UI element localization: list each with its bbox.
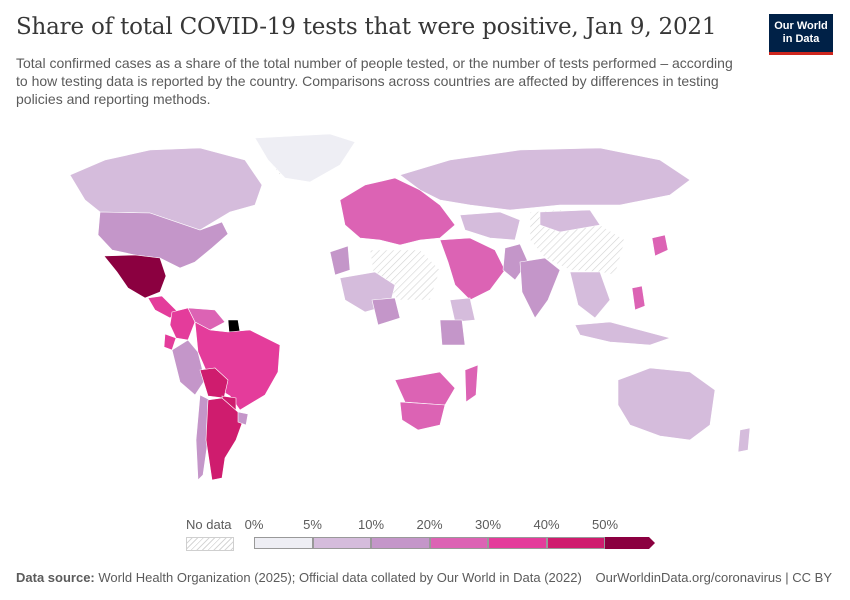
- legend-color-bin[interactable]: [488, 537, 547, 549]
- legend-color-bin[interactable]: [429, 537, 488, 549]
- data-source: Data source: World Health Organization (…: [16, 570, 582, 585]
- map-region-nigeria[interactable]: [371, 297, 401, 326]
- map-region-russia[interactable]: [399, 147, 691, 211]
- map-region-philippines[interactable]: [631, 285, 646, 311]
- legend-no-data-swatch: [186, 537, 234, 551]
- map-region-brazil[interactable]: [194, 321, 281, 411]
- legend-tick-label: 20%: [416, 517, 443, 532]
- logo-line-1: Our World: [774, 20, 828, 32]
- world-map[interactable]: [0, 120, 850, 500]
- legend-color-bin[interactable]: [312, 537, 371, 549]
- map-region-new-zealand[interactable]: [737, 427, 751, 453]
- legend-tick-label: 30%: [474, 517, 502, 532]
- map-region-suriname[interactable]: [227, 319, 241, 333]
- owid-logo[interactable]: Our World in Data: [769, 14, 833, 55]
- map-region-south-africa[interactable]: [399, 401, 446, 431]
- map-region-argentina[interactable]: [205, 397, 245, 481]
- map-region-southeast-asia[interactable]: [569, 271, 611, 319]
- legend-color-bin[interactable]: [546, 537, 605, 549]
- legend-color-bin[interactable]: [254, 537, 313, 549]
- map-region-australia[interactable]: [617, 367, 716, 441]
- legend-color-bin[interactable]: [371, 537, 430, 549]
- map-region-kenya[interactable]: [439, 319, 466, 346]
- legend-tick-label: 10%: [357, 517, 385, 532]
- map-region-middle-east[interactable]: [439, 237, 506, 301]
- legend-no-data-label: No data: [186, 517, 232, 532]
- map-region-canada[interactable]: [69, 147, 263, 231]
- data-source-text: World Health Organization (2025); Offici…: [98, 570, 582, 585]
- map-region-madagascar[interactable]: [464, 364, 479, 403]
- legend-tick-label: 50%: [591, 517, 619, 532]
- legend-tick-label: 40%: [533, 517, 560, 532]
- map-region-greenland[interactable]: [254, 133, 356, 183]
- map-region-uruguay[interactable]: [237, 411, 249, 426]
- chart-title: Share of total COVID-19 tests that were …: [16, 14, 717, 40]
- logo-line-2: in Data: [782, 33, 820, 45]
- data-source-label: Data source:: [16, 570, 95, 585]
- map-region-ecuador[interactable]: [163, 333, 177, 351]
- legend-tick-label: 5%: [303, 517, 322, 532]
- footer-link[interactable]: OurWorldinData.org/coronavirus | CC BY: [595, 570, 832, 585]
- map-region-india[interactable]: [519, 257, 561, 319]
- map-region-mexico[interactable]: [103, 254, 167, 299]
- map-region-morocco[interactable]: [329, 245, 351, 276]
- chart-subtitle: Total confirmed cases as a share of the …: [16, 55, 733, 107]
- map-region-bolivia[interactable]: [199, 367, 229, 399]
- map-region-ethiopia[interactable]: [449, 297, 476, 323]
- map-region-united-states[interactable]: [97, 211, 229, 269]
- map-region-southern-africa[interactable]: [394, 371, 456, 406]
- map-region-indonesia[interactable]: [574, 321, 672, 346]
- legend-tick-label: 0%: [244, 517, 264, 532]
- map-region-mongolia[interactable]: [539, 209, 601, 233]
- legend-color-bin[interactable]: [605, 537, 655, 549]
- map-region-europe[interactable]: [339, 177, 456, 246]
- map-region-kazakhstan[interactable]: [459, 211, 521, 241]
- map-region-venezuela[interactable]: [187, 307, 226, 331]
- map-region-japan[interactable]: [651, 234, 669, 257]
